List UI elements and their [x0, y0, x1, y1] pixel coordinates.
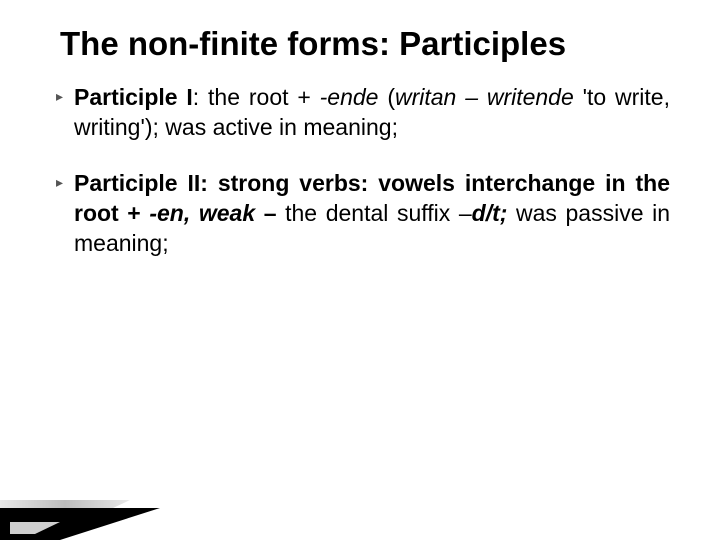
text: : the root +: [193, 84, 320, 110]
list-item: Participle II: strong verbs: vowels inte…: [60, 169, 670, 259]
bullet-list: Participle I: the root + -ende (writan –…: [60, 83, 670, 258]
corner-decoration-icon: [0, 470, 180, 540]
slide-title: The non-finite forms: Participles: [60, 25, 670, 63]
text-italic: -ende: [320, 84, 379, 110]
text-bold: Participle I: [74, 84, 193, 110]
text-bold: –: [255, 200, 285, 226]
text: the dental suffix –: [285, 200, 472, 226]
text: (: [378, 84, 395, 110]
slide: The non-finite forms: Participles Partic…: [0, 0, 720, 540]
text-bold-italic: -en, weak: [149, 200, 255, 226]
text-italic: writan – writende: [395, 84, 574, 110]
list-item: Participle I: the root + -ende (writan –…: [60, 83, 670, 143]
text-bold-italic: d/t;: [472, 200, 508, 226]
